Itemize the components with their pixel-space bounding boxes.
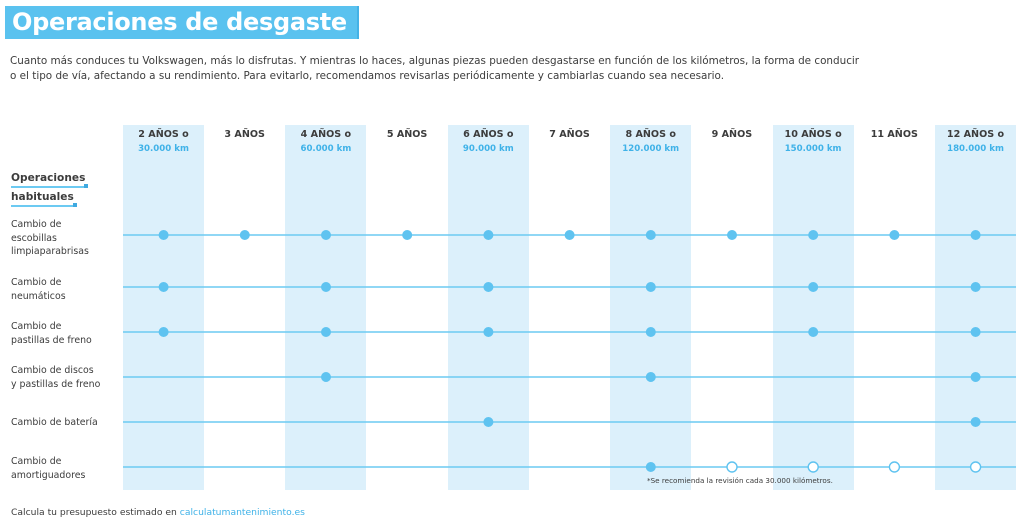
column-shade (772, 125, 854, 490)
row-label-line: Cambio de discos (11, 365, 94, 376)
row-label-line: Cambio de (11, 277, 62, 288)
footer-text: Calcula tu presupuesto estimado en (11, 507, 180, 518)
row-label: Cambio de escobillas limpiaparabrisas (11, 218, 121, 259)
change-dot (239, 230, 250, 240)
change-dot (970, 327, 981, 337)
column-header: 6 AÑOS o 90.000 km (448, 128, 529, 156)
change-dot (321, 372, 331, 382)
change-dot (321, 230, 331, 240)
column-years: 12 AÑOS o (946, 129, 1005, 140)
change-dot (727, 230, 737, 240)
row-label-line: neumáticos (11, 290, 66, 302)
row-label-line: Cambio de (11, 321, 62, 332)
intro-line: o el tipo de vía, afectando a su rendimi… (10, 69, 725, 82)
column-years: 8 AÑOS o (625, 129, 676, 140)
change-dot (483, 417, 494, 427)
change-dot (158, 282, 169, 292)
page-title: Operaciones de desgaste (5, 6, 359, 39)
column-years: 11 AÑOS (870, 129, 918, 140)
change-dot (889, 230, 900, 240)
inspection-dot (969, 461, 982, 473)
row-label-line: amortiguadores (11, 469, 86, 481)
column-shade (123, 125, 204, 490)
footer-link[interactable]: calculatumantenimiento.es (179, 507, 305, 518)
column-header: 11 AÑOS (854, 128, 935, 142)
row-label: Cambio de discos y pastillas de freno (11, 364, 121, 391)
change-dot (645, 462, 656, 472)
column-header: 2 AÑOS o 30.000 km (123, 128, 204, 156)
column-header: 3 AÑOS (204, 128, 285, 142)
column-km: 90.000 km (462, 144, 514, 154)
footnote: *Se recomienda la revisión cada 30.000 k… (647, 476, 833, 485)
change-dot (808, 282, 819, 292)
column-years: 7 AÑOS (549, 129, 590, 140)
change-dot (564, 230, 575, 240)
column-km: 180.000 km (947, 144, 1004, 154)
change-dot (970, 282, 981, 292)
section-title: Operaciones habituales (11, 170, 89, 208)
row-label-line: Cambio de batería (11, 417, 98, 428)
intro-line: Cuanto más conduces tu Volkswagen, más l… (10, 55, 860, 67)
row-label-line: escobillas (11, 232, 57, 244)
change-dot (483, 230, 494, 240)
column-shade (610, 125, 692, 490)
column-km: 120.000 km (622, 144, 680, 154)
column-km: 30.000 km (138, 144, 189, 154)
change-dot (645, 230, 656, 240)
column-header: 10 AÑOS o 150.000 km (773, 128, 854, 156)
change-dot (483, 327, 494, 337)
change-dot (645, 372, 656, 382)
column-header: 7 AÑOS (529, 128, 610, 142)
footer: Calcula tu presupuesto estimado en calcu… (11, 507, 305, 518)
column-shade (285, 125, 367, 490)
change-dot (158, 327, 169, 337)
change-dot (970, 417, 981, 427)
intro-paragraph: Cuanto más conduces tu Volkswagen, más l… (10, 54, 860, 83)
column-shade (447, 125, 529, 490)
change-dot (158, 230, 169, 240)
row-label-line: Cambio de (11, 456, 62, 467)
row-label: Cambio de amortiguadores (11, 455, 121, 482)
column-shade (935, 125, 1016, 490)
change-dot (970, 372, 981, 382)
inspection-dot (888, 461, 901, 473)
change-dot (321, 327, 331, 337)
column-years: 9 AÑOS (711, 129, 753, 140)
row-label-line: Cambio de (11, 219, 62, 230)
section-title-line: habituales (11, 189, 77, 207)
change-dot (808, 327, 819, 337)
change-dot (970, 230, 981, 240)
column-km: 150.000 km (784, 144, 842, 154)
column-header: 5 AÑOS (367, 128, 448, 142)
change-dot (402, 230, 413, 240)
change-dot (321, 282, 331, 292)
column-years: 4 AÑOS o (300, 129, 352, 140)
change-dot (483, 282, 494, 292)
change-dot (645, 282, 656, 292)
change-dot (645, 327, 656, 337)
column-header: 4 AÑOS o 60.000 km (285, 128, 366, 156)
row-label-line: pastillas de freno (11, 334, 92, 346)
row-label-line: limpiaparabrisas (11, 246, 89, 257)
change-dot (808, 230, 819, 240)
inspection-dot (807, 461, 819, 473)
column-years: 2 AÑOS o (138, 129, 189, 140)
column-years: 10 AÑOS o (784, 129, 842, 140)
inspection-dot (726, 461, 738, 473)
column-years: 3 AÑOS (224, 129, 265, 140)
row-label: Cambio de neumáticos (11, 276, 121, 303)
column-header: 12 AÑOS o 180.000 km (935, 128, 1016, 156)
column-km: 60.000 km (300, 144, 352, 154)
row-label-line: y pastillas de freno (11, 378, 101, 390)
row-label: Cambio de batería (11, 416, 121, 430)
column-years: 5 AÑOS (386, 129, 428, 140)
row-label: Cambio de pastillas de freno (11, 320, 121, 347)
section-title-line: Operaciones (11, 170, 89, 188)
column-years: 6 AÑOS o (463, 129, 514, 140)
column-header: 8 AÑOS o 120.000 km (610, 128, 691, 156)
page-title-text: Operaciones de desgaste (12, 8, 347, 36)
column-header: 9 AÑOS (691, 128, 772, 142)
